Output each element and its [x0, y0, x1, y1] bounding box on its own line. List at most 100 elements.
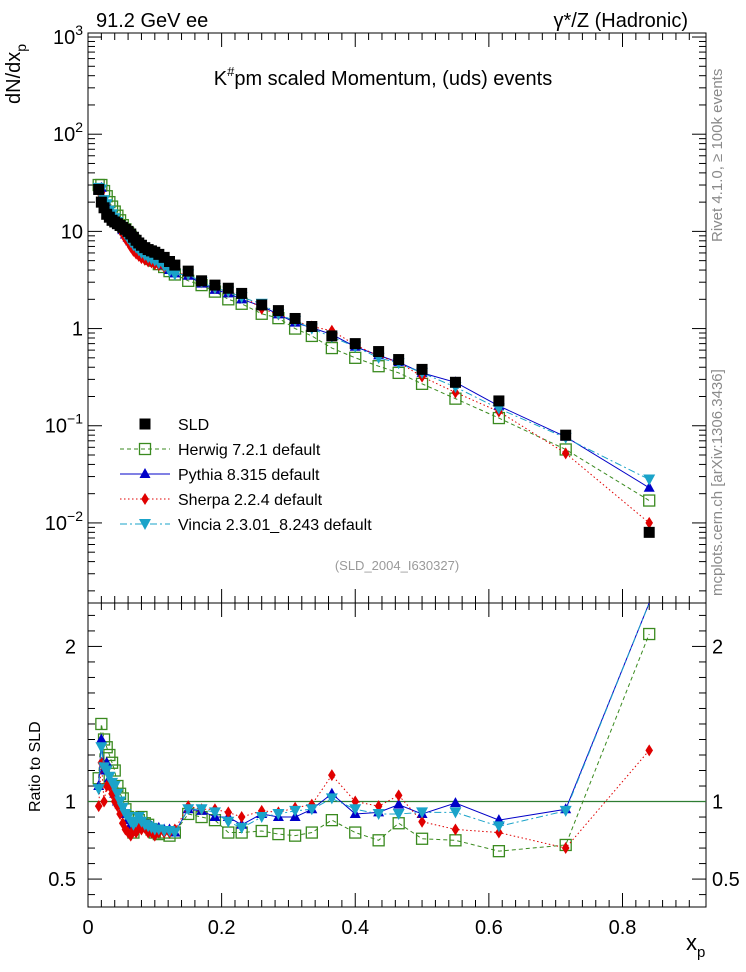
ratio-point-vincia	[208, 807, 221, 819]
mcplots-label: mcplots.cern.ch [arXiv:1306.3436]	[709, 369, 726, 596]
point-sherpa	[645, 516, 654, 529]
ratio-point-vincia	[108, 781, 121, 793]
legend: SLD Herwig 7.2.1 default Pythia 8.315 defa…	[120, 417, 372, 534]
ratio-y-axis-label: Ratio to SLD	[27, 721, 44, 812]
point-sld	[272, 305, 284, 317]
point-sld	[98, 202, 110, 214]
ratio-point-vincia	[92, 784, 105, 796]
legend-label-herwig: Herwig 7.2.1 default	[178, 442, 321, 459]
ratio-point-herwig	[415, 832, 429, 845]
y-tick-label: 102	[53, 119, 83, 146]
ratio-point-sherpa	[418, 815, 426, 828]
ratio-point-herwig	[305, 826, 318, 839]
ratio-point-vincia	[449, 807, 462, 819]
ratio-point-vincia	[392, 808, 405, 820]
ratio-point-sherpa	[451, 823, 460, 836]
analysis-tag: (SLD_2004_I630327)	[335, 558, 459, 573]
ratio-point-vincia	[103, 771, 116, 783]
point-sld	[289, 312, 301, 324]
point-sld	[373, 346, 385, 358]
ratio-y-tick-label-left: 2	[65, 636, 76, 658]
ratio-point-herwig	[95, 717, 108, 731]
ratio-plot-frame	[87, 602, 707, 908]
legend-marker-vincia	[139, 519, 151, 530]
legend-label-sld: SLD	[178, 417, 209, 434]
ratio-point-vincia	[349, 804, 362, 816]
ratio-point-sherpa	[100, 795, 108, 808]
y-tick-label: 1	[72, 319, 83, 341]
ratio-point-vincia	[305, 804, 318, 816]
point-pythia	[643, 481, 655, 492]
point-sld	[349, 338, 361, 350]
point-sld	[209, 279, 221, 291]
legend-label-vincia: Vincia 2.3.01_8.243 default	[178, 517, 372, 534]
ratio-point-vincia	[116, 802, 129, 814]
point-sld	[169, 259, 181, 271]
ratio-point-herwig	[325, 813, 339, 827]
x-tick-label: 0.4	[341, 917, 369, 939]
ratio-point-sherpa	[561, 842, 570, 855]
ratio-point-vincia	[100, 765, 113, 777]
ratio-point-vincia	[289, 805, 302, 817]
ratio-line-pythia	[98, 602, 650, 834]
ratio-point-vincia	[559, 805, 572, 817]
ratio-point-vincia	[372, 808, 385, 820]
ratio-point-pythia	[95, 733, 107, 744]
ratio-y-tick-label-right: 1	[712, 792, 723, 814]
legend-marker-herwig	[138, 442, 152, 456]
ratio-point-herwig	[372, 834, 385, 847]
point-sld	[236, 287, 248, 299]
ratio-point-sherpa	[328, 769, 336, 782]
ratio-point-herwig	[288, 829, 302, 842]
ratio-line-vincia	[98, 602, 650, 834]
ratio-point-vincia	[182, 804, 195, 816]
ratio-series-group	[92, 602, 656, 858]
point-sld	[393, 354, 405, 366]
point-vincia	[168, 269, 181, 281]
ratio-point-vincia	[235, 822, 248, 834]
point-sld	[416, 363, 428, 375]
main-series-group	[92, 178, 656, 538]
point-sld	[182, 265, 194, 277]
ratio-point-vincia	[255, 812, 268, 824]
point-sld	[560, 429, 572, 441]
point-herwig	[643, 494, 656, 507]
ratio-point-sherpa	[645, 744, 654, 757]
x-tick-label: 0.2	[208, 917, 236, 939]
ratio-point-vincia	[416, 807, 429, 819]
legend-label-pythia: Pythia 8.315 default	[178, 467, 320, 484]
ratio-point-pythia	[393, 798, 405, 809]
y-tick-label: 10−2	[45, 508, 83, 535]
ratio-point-herwig	[492, 845, 506, 858]
rivet-version-label: Rivet 4.1.0, ≥ 100k events	[709, 69, 726, 242]
y-tick-label: 10	[61, 221, 83, 243]
x-tick-label: 0.8	[609, 917, 637, 939]
process-label: γ*/Z (Hadronic)	[554, 10, 688, 32]
ratio-point-herwig	[255, 824, 268, 838]
point-sherpa	[561, 447, 570, 460]
ratio-point-vincia	[325, 793, 338, 805]
ratio-point-sherpa	[394, 789, 403, 802]
point-sld	[326, 330, 338, 342]
point-vincia	[643, 474, 656, 486]
ratio-point-vincia	[272, 808, 285, 820]
point-sld	[493, 395, 505, 407]
ratio-point-herwig	[643, 627, 656, 641]
ratio-point-vincia	[168, 827, 181, 839]
ratio-point-vincia	[111, 788, 124, 800]
ratio-point-vincia	[95, 742, 108, 754]
ratio-y-tick-label-right: 0.5	[712, 869, 740, 891]
legend-marker-sherpa	[141, 493, 149, 505]
legend-marker-pythia	[139, 468, 151, 478]
ratio-point-sherpa	[237, 811, 246, 824]
ratio-y-tick-label-left: 1	[65, 792, 76, 814]
ratio-axes: 0 0.2 0.4 0.6 0.8 0.5 0.5 1 1 2 2	[48, 603, 740, 939]
point-sld	[449, 376, 461, 388]
point-sld	[643, 526, 655, 538]
x-tick-label: 0	[82, 917, 93, 939]
legend-marker-sld	[139, 418, 151, 430]
ratio-point-sherpa	[151, 829, 159, 842]
energy-label: 91.2 GeV ee	[96, 10, 208, 32]
y-tick-label: 103	[53, 22, 83, 49]
ratio-point-vincia	[114, 796, 127, 808]
